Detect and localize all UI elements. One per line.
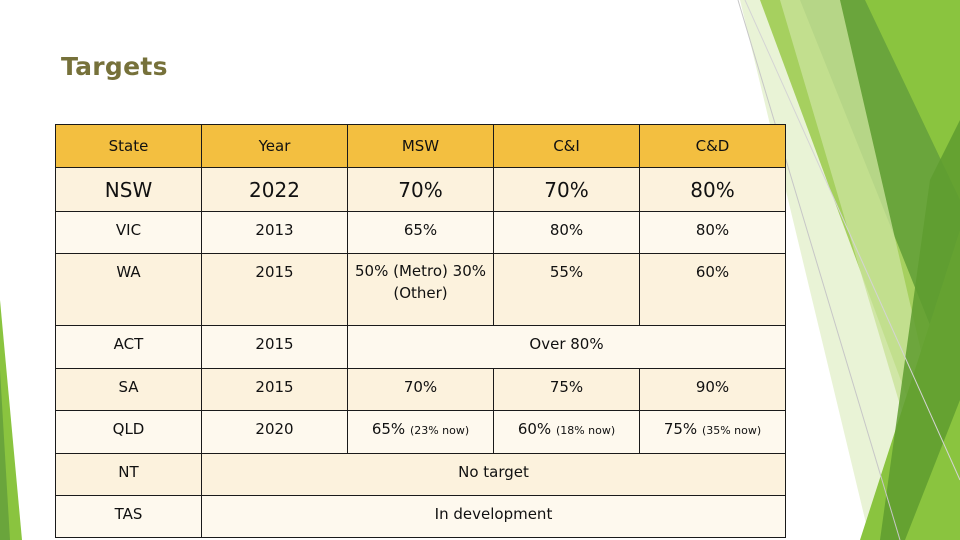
table-row-nt: NT No target — [55, 453, 786, 496]
table-row-nsw: NSW 2022 70% 70% 80% — [55, 167, 786, 212]
cell-ci: 70% — [493, 167, 640, 212]
targets-table: State Year MSW C&I C&D NSW 2022 70% 70% … — [55, 124, 786, 538]
cell-value: 60% — [517, 420, 552, 438]
cell-state: TAS — [55, 495, 202, 538]
cell-msw: 65% — [347, 211, 494, 254]
cell-msw: 65% (23% now) — [347, 410, 494, 454]
cell-ci: 80% — [493, 211, 640, 254]
cell-cd: 90% — [639, 368, 786, 411]
cell-state: VIC — [55, 211, 202, 254]
cell-value: 65% — [371, 420, 406, 438]
cell-ci: 75% — [493, 368, 640, 411]
header-state: State — [55, 124, 202, 168]
header-ci: C&I — [493, 124, 640, 168]
cell-year: 2022 — [201, 167, 348, 212]
cell-state: SA — [55, 368, 202, 411]
cell-cd: 60% — [639, 253, 786, 326]
cell-ci: 55% — [493, 253, 640, 326]
cell-note: (18% now) — [555, 424, 616, 437]
table-row-tas: TAS In development — [55, 495, 786, 538]
cell-year: 2013 — [201, 211, 348, 254]
table-row-qld: QLD 2020 65% (23% now) 60% (18% now) 75%… — [55, 410, 786, 454]
header-row: State Year MSW C&I C&D — [55, 124, 786, 168]
table-row-sa: SA 2015 70% 75% 90% — [55, 368, 786, 411]
cell-state: NT — [55, 453, 202, 496]
table-row-wa: WA 2015 50% (Metro) 30% (Other) 55% 60% — [55, 253, 786, 326]
cell-msw: 70% — [347, 167, 494, 212]
cell-state: NSW — [55, 167, 202, 212]
cell-value: 75% — [663, 420, 698, 438]
cell-state: ACT — [55, 325, 202, 369]
table-row-vic: VIC 2013 65% 80% 80% — [55, 211, 786, 254]
header-msw: MSW — [347, 124, 494, 168]
cell-year: 2015 — [201, 253, 348, 326]
cell-year: 2020 — [201, 410, 348, 454]
cell-merged: Over 80% — [347, 325, 786, 369]
cell-msw: 70% — [347, 368, 494, 411]
cell-cd: 80% — [639, 167, 786, 212]
cell-ci: 60% (18% now) — [493, 410, 640, 454]
header-cd: C&D — [639, 124, 786, 168]
slide-title: Targets — [61, 52, 168, 81]
cell-state: QLD — [55, 410, 202, 454]
cell-merged: No target — [201, 453, 786, 496]
table-row-act: ACT 2015 Over 80% — [55, 325, 786, 369]
cell-state: WA — [55, 253, 202, 326]
cell-note: (23% now) — [409, 424, 470, 437]
cell-merged: In development — [201, 495, 786, 538]
header-year: Year — [201, 124, 348, 168]
cell-year: 2015 — [201, 325, 348, 369]
cell-year: 2015 — [201, 368, 348, 411]
cell-cd: 80% — [639, 211, 786, 254]
cell-cd: 75% (35% now) — [639, 410, 786, 454]
cell-note: (35% now) — [701, 424, 762, 437]
cell-msw: 50% (Metro) 30% (Other) — [347, 253, 494, 326]
